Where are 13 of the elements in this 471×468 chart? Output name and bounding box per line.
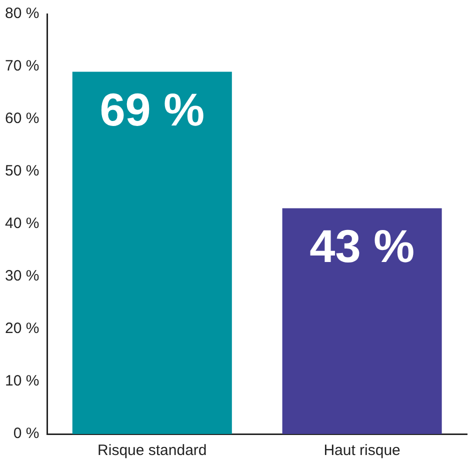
- data-label: 43 %: [310, 220, 414, 272]
- x-tick-label: Risque standard: [98, 442, 207, 460]
- x-tick-label: Haut risque: [324, 442, 400, 460]
- y-tick-label: 40 %: [4, 215, 40, 232]
- y-tick-label: 20 %: [4, 320, 40, 338]
- y-tick-label: 30 %: [4, 268, 40, 285]
- y-tick-label: 50 %: [4, 162, 40, 180]
- y-tick-label: 10 %: [4, 372, 40, 390]
- y-tick-label: 80 %: [4, 5, 40, 22]
- y-tick-label: 0 %: [13, 425, 40, 442]
- y-tick-label: 60 %: [4, 110, 40, 128]
- data-label: 69 %: [100, 83, 205, 136]
- y-tick-label: 70 %: [4, 58, 40, 75]
